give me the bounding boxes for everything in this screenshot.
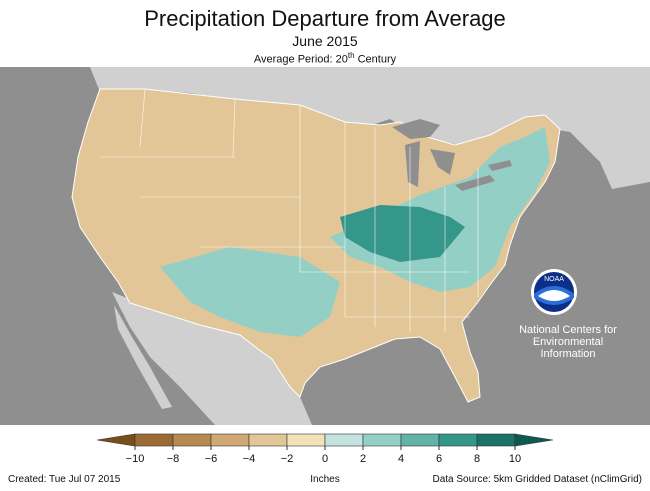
- legend-tick-label: −8: [167, 453, 180, 465]
- created-date: Created: Tue Jul 07 2015: [8, 474, 121, 485]
- noaa-logo-text: NOAA: [544, 276, 564, 283]
- legend-tick-label: 10: [509, 453, 521, 465]
- organization-line-2: Environmental: [532, 336, 604, 348]
- mexico: [112, 292, 312, 425]
- legend-swatch: [172, 433, 212, 447]
- legend-tick-label: 4: [398, 453, 404, 465]
- wet-region-core: [340, 205, 465, 262]
- baja-peninsula: [114, 305, 172, 409]
- legend-swatch: [362, 433, 402, 447]
- organization-name: National Centers for Environmental Infor…: [508, 324, 628, 360]
- canada: [90, 67, 650, 189]
- legend-tick-label: −2: [281, 453, 294, 465]
- legend-swatch: [514, 433, 554, 447]
- average-period: Average Period: 20th Century: [253, 51, 397, 66]
- legend-swatch: [248, 433, 288, 447]
- legend-swatch: [438, 433, 478, 447]
- legend-tick-label: −4: [243, 453, 256, 465]
- organization-line-1: National Centers for: [519, 324, 617, 336]
- legend-tick-label: 8: [474, 453, 480, 465]
- great-lakes: [392, 119, 512, 191]
- organization-line-3: Information: [540, 348, 596, 360]
- legend-units: Inches: [310, 474, 340, 485]
- legend-swatch: [286, 433, 326, 447]
- legend-swatch: [476, 433, 516, 447]
- state-boundaries: [100, 88, 479, 332]
- wet-region-plains: [160, 247, 340, 337]
- legend-tick-label: 2: [360, 453, 366, 465]
- noaa-logo: NOAA: [531, 269, 577, 315]
- legend-swatch: [96, 433, 136, 447]
- legend-tick-label: −6: [205, 453, 218, 465]
- legend-tick-label: 6: [436, 453, 442, 465]
- map-title: Precipitation Departure from Average: [144, 6, 506, 31]
- legend-tick-label: 0: [322, 453, 328, 465]
- legend-swatch: [134, 433, 174, 447]
- legend-swatch: [324, 433, 364, 447]
- data-source: Data Source: 5km Gridded Dataset (nClimG…: [432, 474, 642, 485]
- colorbar-legend: −10 −8 −6 −4 −2 0 2 4 6 8 10: [96, 433, 554, 465]
- map-subtitle: June 2015: [292, 33, 358, 49]
- conus-outline: [71, 88, 561, 403]
- legend-swatch: [400, 433, 440, 447]
- precipitation-map: [0, 67, 650, 425]
- legend-swatch: [210, 433, 250, 447]
- legend-tick-label: −10: [126, 453, 145, 465]
